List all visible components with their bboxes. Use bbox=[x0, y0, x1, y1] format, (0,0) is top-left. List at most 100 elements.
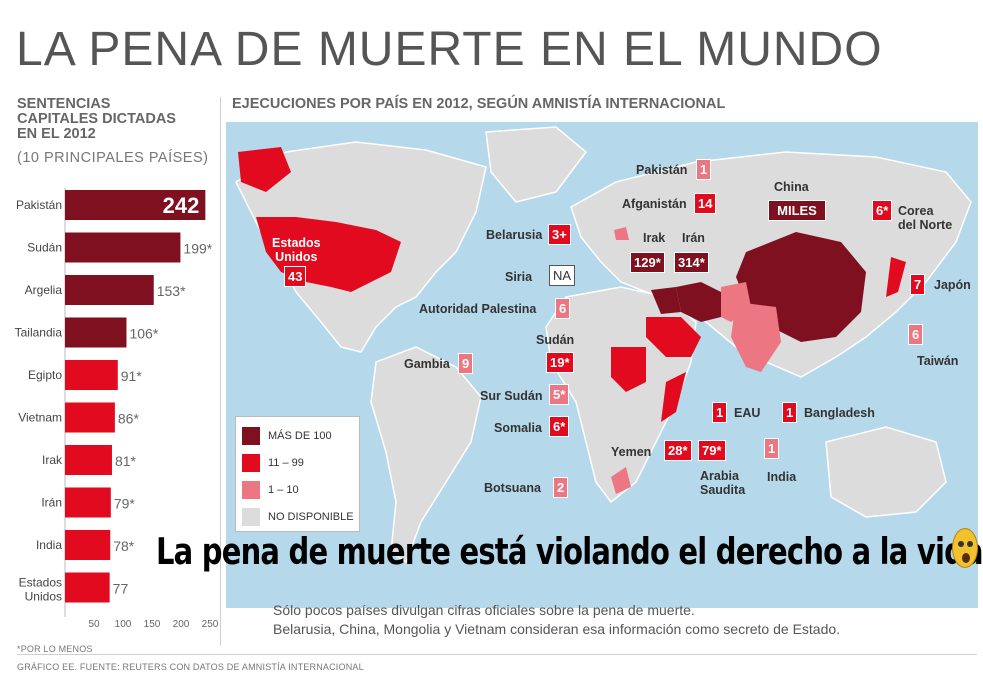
value-siria: NA bbox=[549, 265, 575, 286]
value-afganistan: 14 bbox=[694, 193, 716, 214]
australia-land bbox=[826, 427, 946, 517]
bar bbox=[65, 573, 110, 603]
category-label: Sudán bbox=[27, 241, 62, 255]
label-bangladesh: Bangladesh bbox=[804, 406, 875, 420]
label-usa: Estados Unidos bbox=[272, 236, 321, 264]
note-line: Sólo pocos países divulgan cifras oficia… bbox=[273, 602, 695, 618]
value-label: 81* bbox=[115, 453, 137, 469]
bar bbox=[65, 275, 154, 305]
emoji-mouth bbox=[962, 553, 970, 563]
legend-swatch bbox=[242, 427, 260, 445]
legend-item: NO DISPONIBLE bbox=[242, 508, 354, 526]
legend-item: 1 – 10 bbox=[242, 481, 299, 499]
value-label: 106* bbox=[129, 326, 158, 342]
category-label: Irak bbox=[42, 453, 63, 467]
chart-heading: SENTENCIAS CAPITALES DICTADAS EN EL 2012 bbox=[17, 97, 217, 142]
chart-heading-line: SENTENCIAS bbox=[17, 97, 217, 112]
greenland-land bbox=[486, 127, 586, 202]
value-label: 86* bbox=[118, 411, 140, 427]
category-label: India bbox=[36, 538, 62, 552]
x-tick-label: 100 bbox=[115, 619, 132, 628]
value-bangladesh: 1 bbox=[782, 402, 797, 423]
bar bbox=[65, 318, 126, 348]
x-tick-label: 50 bbox=[88, 619, 100, 628]
label-china: China bbox=[774, 180, 809, 194]
label-gambia: Gambia bbox=[404, 357, 450, 371]
x-tick-label: 150 bbox=[144, 619, 161, 628]
category-label: Egipto bbox=[28, 368, 62, 382]
label-sudan: Sudán bbox=[536, 333, 574, 347]
map-heading: EJECUCIONES POR PAÍS EN 2012, SEGÚN AMNI… bbox=[232, 96, 725, 112]
label-iran: Irán bbox=[682, 231, 705, 245]
label-eau: EAU bbox=[734, 406, 760, 420]
label-corea: Corea del Norte bbox=[898, 204, 952, 232]
page-title: LA PENA DE MUERTE EN EL MUNDO bbox=[16, 22, 883, 77]
value-eau: 1 bbox=[712, 402, 727, 423]
label-siria: Siria bbox=[505, 270, 532, 284]
value-botsuana: 2 bbox=[553, 477, 568, 498]
label-pakistan: Pakistán bbox=[636, 163, 687, 177]
bar bbox=[65, 445, 112, 475]
bar bbox=[65, 233, 180, 263]
value-label: 242 bbox=[163, 193, 200, 218]
value-sudan: 19* bbox=[546, 352, 574, 373]
value-arabia-saudita: 79* bbox=[698, 440, 726, 461]
value-belarusia: 3+ bbox=[548, 224, 571, 245]
category-label: Estados Unidos bbox=[19, 576, 62, 604]
legend-swatch bbox=[242, 481, 260, 499]
value-taiwan: 6 bbox=[908, 324, 923, 345]
value-iran: 314* bbox=[674, 252, 709, 273]
category-label: Tailandia bbox=[15, 326, 63, 340]
label-japon: Japón bbox=[934, 278, 971, 292]
value-japon: 7 bbox=[910, 274, 925, 295]
bar bbox=[65, 360, 118, 390]
note-line: Belarusia, China, Mongolia y Vietnam con… bbox=[273, 621, 840, 637]
legend-item: MÁS DE 100 bbox=[242, 427, 332, 445]
value-corea: 6* bbox=[872, 200, 892, 221]
overlay-caption: La pena de muerte está violando el derec… bbox=[156, 530, 983, 573]
value-gambia: 9 bbox=[458, 353, 473, 374]
map-legend: MÁS DE 100 11 – 99 1 – 10 NO DISPONIBLE bbox=[235, 416, 360, 532]
category-label: Irán bbox=[41, 496, 62, 510]
value-pakistan: 1 bbox=[696, 159, 711, 180]
value-autoridad-palestina: 6 bbox=[555, 298, 570, 319]
value-china: MILES bbox=[768, 200, 826, 221]
label-afganistan: Afganistán bbox=[622, 197, 687, 211]
label-autoridad-palestina: Autoridad Palestina bbox=[419, 302, 536, 316]
bar bbox=[65, 530, 110, 560]
label-yemen: Yemen bbox=[611, 445, 651, 459]
category-label: Vietnam bbox=[18, 411, 62, 425]
label-taiwan: Taiwán bbox=[917, 354, 958, 368]
x-tick-label: 250 bbox=[202, 619, 219, 628]
emoji-eye bbox=[967, 541, 973, 547]
chart-heading-line: EN EL 2012 bbox=[17, 127, 217, 142]
bar bbox=[65, 403, 115, 433]
x-tick-label: 200 bbox=[173, 619, 190, 628]
emoji-eye bbox=[958, 541, 964, 547]
value-label: 153* bbox=[157, 283, 186, 299]
legend-item: 11 – 99 bbox=[242, 454, 304, 472]
category-label: Pakistán bbox=[16, 198, 62, 212]
value-label: 91* bbox=[121, 368, 143, 384]
footer-divider bbox=[17, 654, 977, 655]
legend-swatch bbox=[242, 454, 260, 472]
value-irak: 129* bbox=[630, 252, 665, 273]
footnote: *POR LO MENOS bbox=[17, 644, 93, 654]
label-sur-sudan: Sur Sudán bbox=[480, 389, 543, 403]
chart-heading-line: CAPITALES DICTADAS bbox=[17, 112, 217, 127]
value-label: 79* bbox=[114, 496, 136, 512]
value-label: 78* bbox=[113, 538, 135, 554]
value-somalia: 6* bbox=[549, 416, 569, 437]
value-india: 1 bbox=[764, 438, 779, 459]
label-india: India bbox=[767, 470, 796, 484]
value-label: 199* bbox=[183, 241, 212, 257]
label-belarusia: Belarusia bbox=[486, 228, 542, 242]
chart-subheading: (10 PRINCIPALES PAÍSES) bbox=[17, 150, 208, 166]
source-credit: GRÁFICO EE. FUENTE: REUTERS CON DATOS DE… bbox=[17, 662, 364, 672]
bar bbox=[65, 488, 111, 518]
label-somalia: Somalia bbox=[494, 421, 542, 435]
legend-swatch bbox=[242, 508, 260, 526]
scared-face-icon bbox=[952, 528, 978, 568]
category-label: Argelia bbox=[25, 283, 63, 297]
label-arabia-saudita: Arabia Saudita bbox=[700, 469, 745, 497]
